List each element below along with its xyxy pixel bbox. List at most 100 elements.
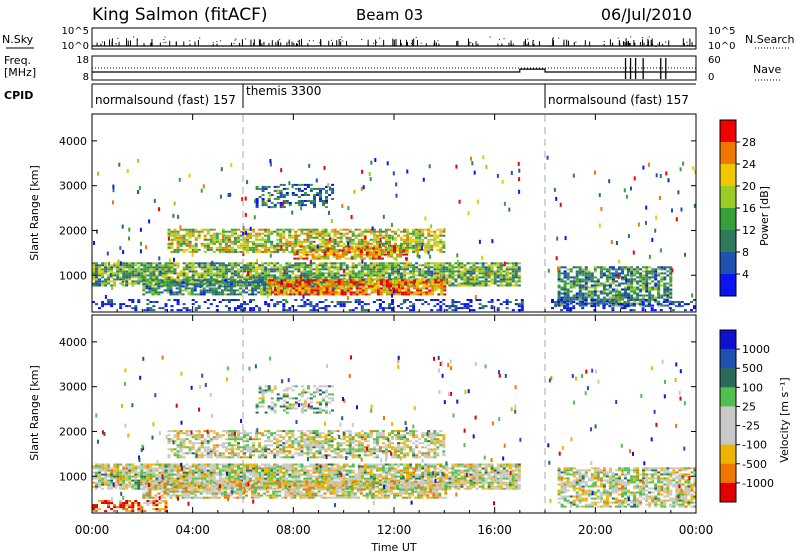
range-gate-cell: [360, 268, 364, 271]
range-gate-cell: [119, 261, 122, 266]
range-gate-cell: [636, 268, 640, 271]
range-gate-cell: [336, 242, 340, 245]
range-gate-cell: [303, 187, 307, 190]
range-gate-cell: [364, 291, 368, 294]
range-gate-cell: [353, 246, 356, 251]
range-gate-cell: [285, 309, 289, 312]
range-gate-cell: [357, 240, 361, 243]
range-gate-cell: [364, 293, 368, 296]
range-gate-cell: [314, 285, 318, 288]
range-gate-cell: [590, 272, 594, 275]
range-gate-cell: [258, 274, 262, 277]
range-gate-cell: [355, 287, 359, 290]
range-gate-cell: [391, 236, 394, 241]
range-gate-cell: [215, 272, 219, 275]
range-gate-cell: [134, 469, 138, 472]
range-gate-cell: [481, 284, 485, 287]
range-gate-cell: [563, 286, 567, 289]
range-gate-cell: [267, 234, 271, 237]
range-gate-cell: [246, 234, 249, 237]
range-gate-cell: [307, 289, 311, 292]
range-gate-cell: [221, 250, 225, 253]
range-gate-cell: [403, 234, 407, 237]
range-gate-cell: [333, 232, 337, 235]
range-gate-cell: [557, 266, 559, 271]
range-gate-cell: [229, 293, 233, 296]
range-gate-cell: [514, 282, 518, 285]
range-gate-cell: [370, 287, 374, 290]
range-gate-cell: [431, 285, 435, 288]
range-gate-cell: [218, 232, 222, 235]
range-gate-cell: [294, 268, 298, 271]
range-gate-cell: [379, 281, 383, 284]
range-gate-cell: [245, 231, 248, 235]
range-gate-cell: [142, 279, 146, 282]
range-gate-cell: [436, 240, 440, 243]
range-gate-cell: [95, 471, 98, 474]
range-gate-cell: [92, 278, 95, 281]
range-gate-cell: [639, 278, 643, 281]
range-gate-cell: [294, 238, 298, 241]
range-gate-cell: [104, 278, 108, 281]
range-gate-cell: [254, 281, 258, 284]
range-gate-cell: [110, 485, 114, 488]
range-gate-cell: [627, 300, 630, 303]
range-gate-cell: [415, 242, 419, 245]
colorbar-tick-label: 24: [742, 158, 756, 171]
range-gate-cell: [380, 251, 384, 254]
range-gate-cell: [373, 285, 377, 288]
range-gate-cell: [338, 257, 342, 260]
range-gate-cell: [635, 299, 639, 301]
range-gate-cell: [267, 272, 271, 275]
range-gate-cell: [376, 283, 380, 286]
range-gate-cell: [246, 232, 249, 235]
range-gate-cell: [170, 250, 174, 253]
range-gate-cell: [276, 228, 280, 231]
range-gate-cell: [337, 279, 341, 282]
range-gate-cell: [419, 289, 423, 292]
range-gate-cell: [511, 274, 515, 277]
range-gate-cell: [366, 270, 370, 273]
range-gate-cell: [408, 276, 410, 281]
range-gate-cell: [381, 266, 385, 269]
range-gate-cell: [368, 249, 372, 252]
range-gate-cell: [508, 207, 511, 212]
range-gate-cell: [203, 242, 207, 245]
range-gate-cell: [219, 194, 222, 199]
range-gate-cell: [466, 280, 470, 283]
range-gate-cell: [454, 274, 458, 277]
range-gate-cell: [203, 234, 207, 237]
range-gate-cell: [374, 257, 378, 260]
range-gate-cell: [194, 309, 198, 312]
range-gate-cell: [569, 282, 573, 285]
range-gate-cell: [490, 301, 494, 303]
range-gate-cell: [116, 266, 120, 269]
range-gate-cell: [407, 291, 411, 294]
range-gate-cell: [330, 230, 334, 233]
range-gate-cell: [252, 240, 256, 243]
range-gate-cell: [122, 250, 125, 254]
range-gate-cell: [113, 469, 117, 472]
range-gate-cell: [376, 285, 380, 288]
range-gate-cell: [630, 272, 634, 275]
range-gate-cell: [345, 228, 349, 231]
range-gate-cell: [351, 242, 355, 245]
range-gate-cell: [633, 270, 637, 273]
range-gate-cell: [587, 292, 591, 295]
range-gate-cell: [418, 234, 422, 237]
range-gate-cell: [384, 307, 388, 310]
range-gate-cell: [339, 268, 343, 271]
range-gate-cell: [296, 251, 299, 256]
range-gate-cell: [413, 291, 417, 294]
range-gate-cell: [315, 228, 319, 231]
range-gate-cell: [590, 290, 594, 293]
range-gate-cell: [101, 467, 105, 470]
range-gate-cell: [407, 289, 411, 292]
range-gate-cell: [325, 283, 329, 286]
nsearch-point: [216, 41, 218, 43]
range-gate-cell: [255, 262, 259, 265]
range-gate-cell: [104, 262, 108, 265]
range-gate-cell: [618, 296, 621, 299]
range-gate-cell: [232, 279, 236, 282]
range-gate-cell: [343, 268, 346, 273]
